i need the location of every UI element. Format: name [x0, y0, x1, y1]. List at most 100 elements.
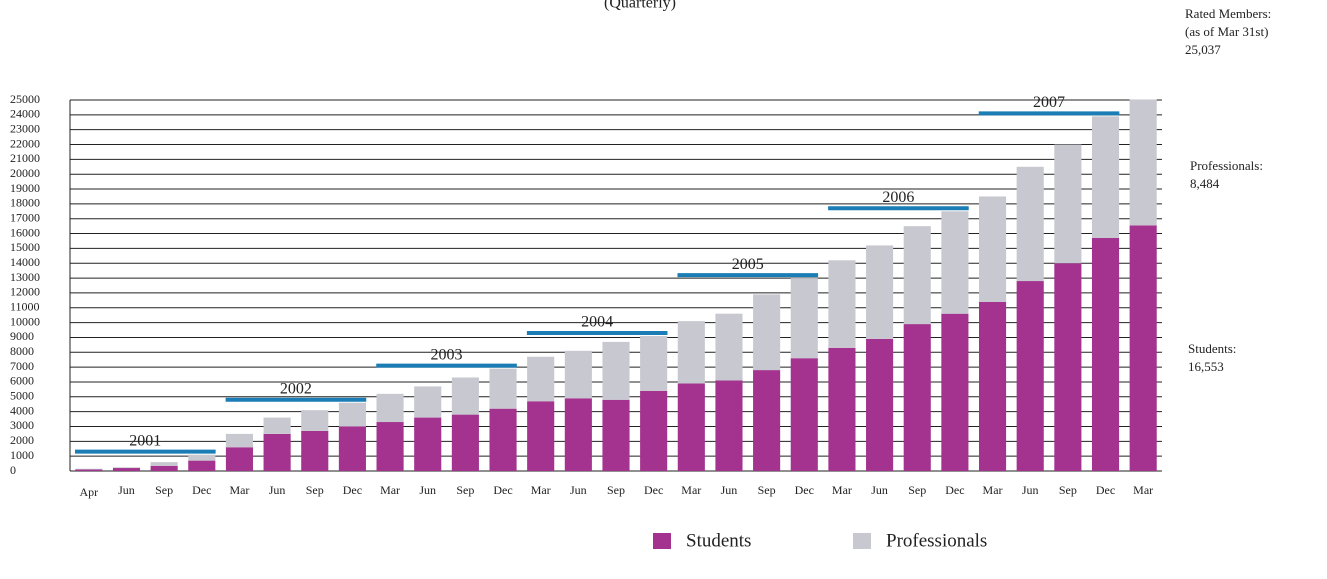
bar-segment — [790, 278, 818, 359]
x-tick-label: Mar — [531, 483, 551, 497]
x-tick-label: Sep — [1059, 483, 1077, 497]
bar-segment — [527, 356, 555, 402]
bar-segment — [1054, 144, 1082, 264]
x-tick-label: Mar — [983, 483, 1003, 497]
bar-segment — [414, 417, 442, 471]
bar-segment — [188, 454, 216, 461]
year-label: 2002 — [280, 380, 312, 397]
legend-label: Professionals — [886, 530, 987, 551]
side-note: Students: — [1188, 341, 1236, 356]
x-tick-label: Apr — [79, 485, 98, 499]
bar-segment — [376, 422, 404, 471]
x-tick-label: Dec — [644, 483, 663, 497]
y-tick-label: 7000 — [10, 359, 34, 373]
bar-segment — [753, 370, 781, 471]
bar-segment — [602, 341, 630, 400]
y-tick-label: 1000 — [10, 448, 34, 462]
bar-segment — [527, 401, 555, 471]
bar-segment — [715, 380, 743, 471]
x-tick-label: Dec — [343, 483, 362, 497]
bar-segment — [150, 465, 178, 471]
y-tick-label: 15000 — [10, 240, 40, 254]
x-tick-label: Jun — [118, 483, 135, 497]
bar-segment — [602, 399, 630, 471]
x-tick-label: Sep — [306, 483, 324, 497]
bar-segment — [640, 390, 668, 471]
bar-segment — [263, 433, 291, 471]
y-tick-label: 2000 — [10, 433, 34, 447]
bar-segment — [112, 467, 141, 469]
x-tick-label: Sep — [155, 483, 173, 497]
bar-segment — [790, 358, 818, 471]
y-tick-label: 18000 — [10, 196, 40, 210]
y-tick-label: 10000 — [10, 314, 40, 328]
year-label: 2001 — [129, 432, 161, 449]
bar-segment — [338, 402, 366, 427]
y-tick-label: 12000 — [10, 285, 40, 299]
bar-segment — [828, 260, 856, 348]
side-note: Professionals: — [1190, 158, 1263, 173]
bar-segment — [866, 338, 894, 471]
x-tick-label: Sep — [607, 483, 625, 497]
bar-segment — [866, 245, 894, 339]
bar-segment — [1129, 99, 1157, 226]
y-tick-label: 19000 — [10, 181, 40, 195]
y-tick-label: 11000 — [10, 300, 40, 314]
y-tick-label: 23000 — [10, 121, 40, 135]
bar-segment — [1129, 225, 1157, 471]
y-tick-label: 3000 — [10, 418, 34, 432]
bar-segment — [225, 447, 254, 471]
bar-segment — [677, 383, 705, 471]
bar-segment — [112, 468, 141, 471]
bar-segment — [150, 462, 178, 466]
bar-segment — [941, 211, 969, 314]
legend-swatch — [853, 533, 871, 549]
bar-segment — [677, 321, 705, 384]
x-tick-label: Mar — [229, 483, 249, 497]
bar-segment — [715, 313, 743, 381]
year-label: 2004 — [581, 314, 613, 331]
x-tick-label: Jun — [721, 483, 738, 497]
bar-segment — [1091, 116, 1120, 239]
chart-title: (Quarterly) — [604, 0, 676, 12]
y-tick-label: 17000 — [10, 210, 40, 224]
x-tick-label: Mar — [832, 483, 852, 497]
bar-segment — [451, 377, 479, 415]
y-tick-label: 13000 — [10, 270, 40, 284]
bar-segment — [978, 196, 1007, 302]
x-tick-label: Dec — [945, 483, 964, 497]
x-tick-label: Jun — [1022, 483, 1039, 497]
legend-label: Students — [686, 530, 751, 551]
y-tick-label: 6000 — [10, 374, 34, 388]
x-tick-label: Sep — [908, 483, 926, 497]
y-tick-label: 14000 — [10, 255, 40, 269]
y-tick-label: 21000 — [10, 151, 40, 165]
x-tick-label: Jun — [871, 483, 888, 497]
bar-segment — [640, 335, 668, 391]
bar-segment — [451, 414, 479, 471]
bar-segment — [188, 460, 216, 471]
bar-segment — [75, 468, 103, 470]
y-tick-label: 25000 — [10, 92, 40, 106]
bar-segment — [263, 417, 291, 434]
x-tick-label: Dec — [795, 483, 814, 497]
y-tick-label: 22000 — [10, 136, 40, 150]
bar-segment — [903, 226, 931, 325]
y-tick-label: 4000 — [10, 403, 34, 417]
year-label: 2005 — [732, 256, 764, 273]
x-tick-label: Dec — [493, 483, 512, 497]
x-tick-label: Dec — [1096, 483, 1115, 497]
x-tick-label: Dec — [192, 483, 211, 497]
bar-segment — [489, 408, 517, 471]
y-tick-label: 5000 — [10, 389, 34, 403]
bar-segment — [903, 324, 931, 471]
x-tick-label: Mar — [380, 483, 400, 497]
x-tick-label: Mar — [1133, 483, 1153, 497]
y-tick-label: 24000 — [10, 107, 40, 121]
bar-segment — [1054, 263, 1082, 471]
side-note: 25,037 — [1185, 42, 1221, 57]
y-tick-label: 20000 — [10, 166, 40, 180]
bar-segment — [753, 294, 781, 371]
bar-segment — [225, 433, 254, 448]
